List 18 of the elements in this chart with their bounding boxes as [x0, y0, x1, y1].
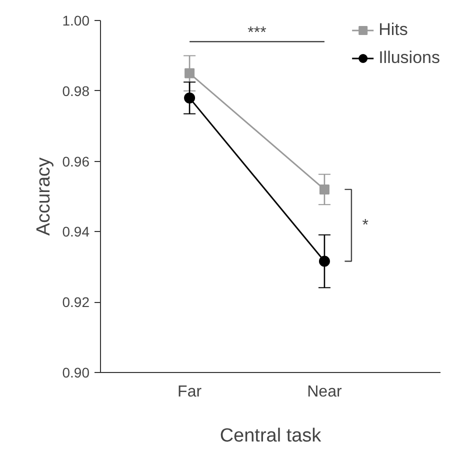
point [318, 256, 330, 267]
y-tick-label: 0.96 [62, 153, 90, 170]
point [184, 68, 195, 78]
y-tick-label: 0.94 [62, 224, 90, 240]
y-axis-title: Accuracy [33, 156, 54, 236]
point [184, 92, 196, 104]
y-tick-label: 1.00 [62, 12, 90, 28]
point [319, 184, 330, 194]
x-tick-label: Near [307, 384, 342, 400]
annotation: * [362, 216, 368, 234]
y-tick-label: 0.92 [62, 294, 90, 310]
x-axis-title: Central task [220, 426, 322, 446]
legend-label: Illusions [378, 48, 440, 68]
y-tick-label: 0.90 [62, 364, 90, 380]
annotation: *** [248, 24, 266, 42]
y-tick-label: 0.98 [62, 82, 90, 99]
legend-label: Hits [378, 20, 408, 40]
x-tick-label: Far [178, 384, 202, 400]
